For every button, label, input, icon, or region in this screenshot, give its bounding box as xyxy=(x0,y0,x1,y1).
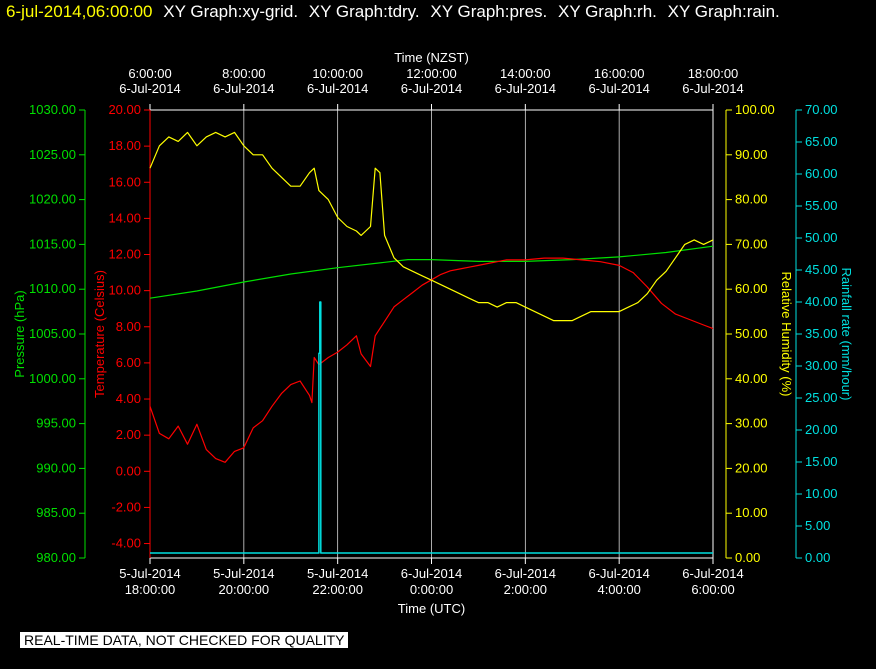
humidity-tick-label: 30.00 xyxy=(735,416,768,431)
rainfall-tick-label: 65.00 xyxy=(805,134,838,149)
header-title-pres: XY Graph:pres. xyxy=(430,2,548,21)
top-tick-label-date: 6-Jul-2014 xyxy=(119,81,180,96)
rainfall-tick-label: 15.00 xyxy=(805,454,838,469)
humidity-tick-label: 20.00 xyxy=(735,460,768,475)
humidity-tick-label: 80.00 xyxy=(735,192,768,207)
top-tick-label-date: 6-Jul-2014 xyxy=(588,81,649,96)
series-line-tdry xyxy=(149,257,714,463)
bottom-tick-label-date: 5-Jul-2014 xyxy=(307,566,368,581)
top-tick-label-date: 6-Jul-2014 xyxy=(495,81,556,96)
bottom-tick-label-date: 6-Jul-2014 xyxy=(495,566,556,581)
temperature-tick-label: 16.00 xyxy=(108,174,141,189)
rainfall-tick-label: 60.00 xyxy=(805,166,838,181)
temperature-tick-label: 10.00 xyxy=(108,283,141,298)
temperature-tick-label: 20.00 xyxy=(108,102,141,117)
bottom-tick-label-date: 6-Jul-2014 xyxy=(682,566,743,581)
humidity-tick-label: 70.00 xyxy=(735,236,768,251)
bottom-tick-label-date: 6-Jul-2014 xyxy=(401,566,462,581)
humidity-tick-label: 0.00 xyxy=(735,550,760,565)
pressure-axis-label: Pressure (hPa) xyxy=(12,290,27,377)
rainfall-tick-label: 55.00 xyxy=(805,198,838,213)
rainfall-tick-label: 45.00 xyxy=(805,262,838,277)
rainfall-tick-label: 0.00 xyxy=(805,550,830,565)
rainfall-tick-label: 70.00 xyxy=(805,102,838,117)
rainfall-tick-label: 25.00 xyxy=(805,390,838,405)
pressure-tick-label: 990.00 xyxy=(36,460,76,475)
humidity-tick-label: 60.00 xyxy=(735,281,768,296)
temperature-tick-label: 18.00 xyxy=(108,138,141,153)
humidity-tick-label: 40.00 xyxy=(735,371,768,386)
bottom-tick-label-date: 5-Jul-2014 xyxy=(213,566,274,581)
bottom-tick-label-time: 20:00:00 xyxy=(219,582,270,597)
pressure-tick-label: 985.00 xyxy=(36,505,76,520)
temperature-tick-label: -4.00 xyxy=(111,536,141,551)
top-tick-label-time: 14:00:00 xyxy=(500,66,551,81)
header-title-rh: XY Graph:rh. xyxy=(557,2,657,21)
pressure-tick-label: 1000.00 xyxy=(29,371,76,386)
series-line-rh xyxy=(149,131,714,322)
rainfall-axis-label: Rainfall rate (mm/hour) xyxy=(839,268,854,401)
pressure-tick-label: 980.00 xyxy=(36,550,76,565)
header-title-tdry: XY Graph:tdry. xyxy=(308,2,420,21)
temperature-tick-label: 8.00 xyxy=(116,319,141,334)
temperature-tick-label: 2.00 xyxy=(116,427,141,442)
temperature-tick-label: 4.00 xyxy=(116,391,141,406)
bottom-tick-label-time: 18:00:00 xyxy=(125,582,176,597)
series-line-pres xyxy=(149,245,714,299)
top-tick-label-time: 10:00:00 xyxy=(312,66,363,81)
humidity-axis-label: Relative Humidity (%) xyxy=(779,272,794,397)
top-tick-label-date: 6-Jul-2014 xyxy=(307,81,368,96)
series-line-rain xyxy=(150,301,713,554)
bottom-tick-label-date: 6-Jul-2014 xyxy=(588,566,649,581)
rainfall-tick-label: 50.00 xyxy=(805,230,838,245)
top-tick-label-time: 6:00:00 xyxy=(128,66,171,81)
pressure-tick-label: 995.00 xyxy=(36,416,76,431)
bottom-tick-label-date: 5-Jul-2014 xyxy=(119,566,180,581)
rainfall-tick-label: 20.00 xyxy=(805,422,838,437)
header-title-grid: XY Graph:xy-grid. xyxy=(163,2,299,21)
pressure-tick-label: 1010.00 xyxy=(29,281,76,296)
bottom-tick-label-time: 6:00:00 xyxy=(691,582,734,597)
humidity-tick-label: 90.00 xyxy=(735,147,768,162)
bottom-tick-label-time: 2:00:00 xyxy=(504,582,547,597)
pressure-tick-label: 1030.00 xyxy=(29,102,76,117)
temperature-tick-label: 14.00 xyxy=(108,210,141,225)
rainfall-tick-label: 30.00 xyxy=(805,358,838,373)
top-tick-label-time: 18:00:00 xyxy=(688,66,739,81)
top-tick-label-date: 6-Jul-2014 xyxy=(213,81,274,96)
humidity-tick-label: 100.00 xyxy=(735,102,775,117)
humidity-tick-label: 10.00 xyxy=(735,505,768,520)
temperature-tick-label: 0.00 xyxy=(116,463,141,478)
bottom-tick-label-time: 0:00:00 xyxy=(410,582,453,597)
temperature-tick-label: 6.00 xyxy=(116,355,141,370)
top-tick-label-date: 6-Jul-2014 xyxy=(401,81,462,96)
rainfall-tick-label: 35.00 xyxy=(805,326,838,341)
pressure-tick-label: 1025.00 xyxy=(29,147,76,162)
bottom-tick-label-time: 4:00:00 xyxy=(597,582,640,597)
temperature-tick-label: 12.00 xyxy=(108,247,141,262)
top-tick-label-time: 12:00:00 xyxy=(406,66,457,81)
humidity-tick-label: 50.00 xyxy=(735,326,768,341)
chart-header: 6-jul-2014,06:00:00 XY Graph:xy-grid. XY… xyxy=(6,2,780,22)
pressure-tick-label: 1015.00 xyxy=(29,236,76,251)
rainfall-tick-label: 10.00 xyxy=(805,486,838,501)
top-tick-label-time: 16:00:00 xyxy=(594,66,645,81)
rainfall-tick-label: 40.00 xyxy=(805,294,838,309)
header-title-rain: XY Graph:rain. xyxy=(667,2,780,21)
pressure-tick-label: 1020.00 xyxy=(29,192,76,207)
top-tick-label-date: 6-Jul-2014 xyxy=(682,81,743,96)
header-timestamp: 6-jul-2014,06:00:00 xyxy=(6,2,153,21)
temperature-axis-label: Temperature (Celsius) xyxy=(92,270,107,398)
rainfall-tick-label: 5.00 xyxy=(805,518,830,533)
quality-disclaimer: REAL-TIME DATA, NOT CHECKED FOR QUALITY xyxy=(20,632,349,648)
bottom-tick-label-time: 22:00:00 xyxy=(312,582,363,597)
top-tick-label-time: 8:00:00 xyxy=(222,66,265,81)
pressure-tick-label: 1005.00 xyxy=(29,326,76,341)
top-axis-label: Time (NZST) xyxy=(394,50,469,65)
bottom-axis-label: Time (UTC) xyxy=(398,601,465,616)
temperature-tick-label: -2.00 xyxy=(111,499,141,514)
